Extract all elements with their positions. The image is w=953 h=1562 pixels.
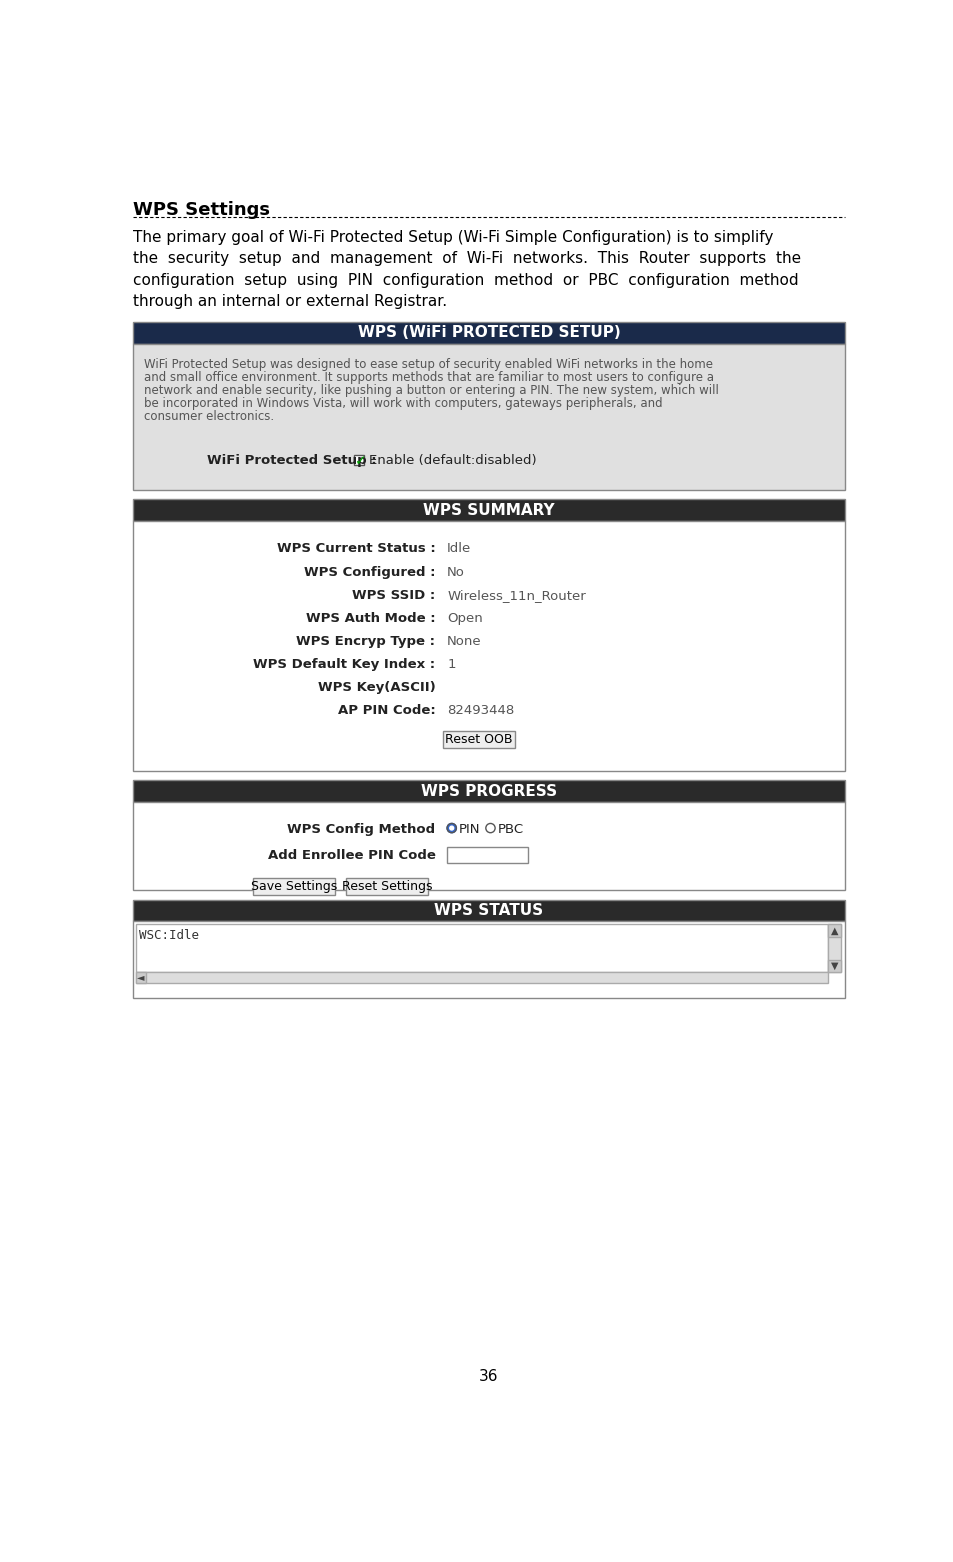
- Bar: [133, 922, 843, 998]
- Bar: [133, 801, 843, 890]
- Text: WPS Default Key Index :: WPS Default Key Index :: [253, 658, 435, 672]
- Bar: [827, 925, 840, 972]
- Text: Reset OOB: Reset OOB: [445, 733, 512, 747]
- Text: WPS SSID :: WPS SSID :: [352, 589, 435, 601]
- Text: WPS PROGRESS: WPS PROGRESS: [420, 784, 557, 798]
- Bar: [133, 500, 843, 520]
- Bar: [447, 847, 528, 862]
- Text: None: None: [447, 634, 481, 648]
- Text: WSC:Idle: WSC:Idle: [139, 929, 199, 942]
- Text: Add Enrollee PIN Code: Add Enrollee PIN Code: [267, 848, 435, 862]
- Text: and small office environment. It supports methods that are familiar to most user: and small office environment. It support…: [144, 370, 713, 384]
- Text: AP PIN Code:: AP PIN Code:: [337, 704, 435, 717]
- Text: PBC: PBC: [497, 823, 523, 837]
- Bar: [133, 322, 843, 344]
- Text: the  security  setup  and  management  of  Wi-Fi  networks.  This  Router  suppo: the security setup and management of Wi-…: [133, 251, 801, 267]
- Bar: [135, 972, 827, 982]
- Text: consumer electronics.: consumer electronics.: [144, 409, 274, 423]
- Circle shape: [447, 823, 456, 833]
- Text: 36: 36: [478, 1370, 498, 1384]
- Text: WiFi Protected Setup was designed to ease setup of security enabled WiFi network: WiFi Protected Setup was designed to eas…: [144, 358, 712, 370]
- Text: WPS Current Status :: WPS Current Status :: [276, 542, 435, 556]
- Bar: [135, 972, 146, 982]
- Bar: [354, 455, 364, 464]
- Bar: [827, 925, 840, 937]
- Text: WiFi Protected Setup :: WiFi Protected Setup :: [207, 455, 376, 467]
- Text: 82493448: 82493448: [447, 704, 514, 717]
- Bar: [346, 878, 427, 895]
- Text: configuration  setup  using  PIN  configuration  method  or  PBC  configuration : configuration setup using PIN configurat…: [133, 273, 798, 287]
- Text: 1: 1: [447, 658, 456, 672]
- Bar: [443, 731, 514, 748]
- Circle shape: [486, 825, 494, 833]
- Circle shape: [449, 826, 454, 829]
- Text: WPS Config Method: WPS Config Method: [287, 823, 435, 837]
- Bar: [133, 900, 843, 922]
- Text: The primary goal of Wi-Fi Protected Setup (Wi-Fi Simple Configuration) is to sim: The primary goal of Wi-Fi Protected Setu…: [133, 230, 773, 245]
- Bar: [133, 781, 843, 801]
- Text: Reset Settings: Reset Settings: [341, 879, 432, 893]
- Text: PIN: PIN: [458, 823, 479, 837]
- Bar: [133, 520, 843, 772]
- Text: No: No: [447, 565, 464, 578]
- Text: WPS (WiFi PROTECTED SETUP): WPS (WiFi PROTECTED SETUP): [357, 325, 619, 341]
- Text: be incorporated in Windows Vista, will work with computers, gateways peripherals: be incorporated in Windows Vista, will w…: [144, 397, 662, 409]
- Bar: [827, 959, 840, 972]
- Text: ▲: ▲: [830, 926, 838, 936]
- Bar: [135, 925, 827, 972]
- Text: WPS Encryp Type :: WPS Encryp Type :: [296, 634, 435, 648]
- Text: WPS Key(ASCII): WPS Key(ASCII): [317, 681, 435, 694]
- Text: WPS STATUS: WPS STATUS: [434, 903, 543, 918]
- Text: ◄: ◄: [137, 973, 145, 982]
- Text: WPS Auth Mode :: WPS Auth Mode :: [306, 612, 435, 625]
- Text: WPS SUMMARY: WPS SUMMARY: [423, 503, 554, 517]
- Text: ✓: ✓: [355, 455, 366, 469]
- Text: Save Settings: Save Settings: [251, 879, 336, 893]
- Text: network and enable security, like pushing a button or entering a PIN. The new sy: network and enable security, like pushin…: [144, 384, 719, 397]
- Text: through an internal or external Registrar.: through an internal or external Registra…: [133, 295, 447, 309]
- Text: WPS Configured :: WPS Configured :: [304, 565, 435, 578]
- Text: Idle: Idle: [447, 542, 471, 556]
- Text: Open: Open: [447, 612, 482, 625]
- Text: ▼: ▼: [830, 961, 838, 972]
- Bar: [253, 878, 335, 895]
- Text: Wireless_11n_Router: Wireless_11n_Router: [447, 589, 585, 601]
- Text: Enable (default:disabled): Enable (default:disabled): [369, 455, 536, 467]
- Bar: [133, 344, 843, 490]
- Text: WPS Settings: WPS Settings: [133, 201, 270, 219]
